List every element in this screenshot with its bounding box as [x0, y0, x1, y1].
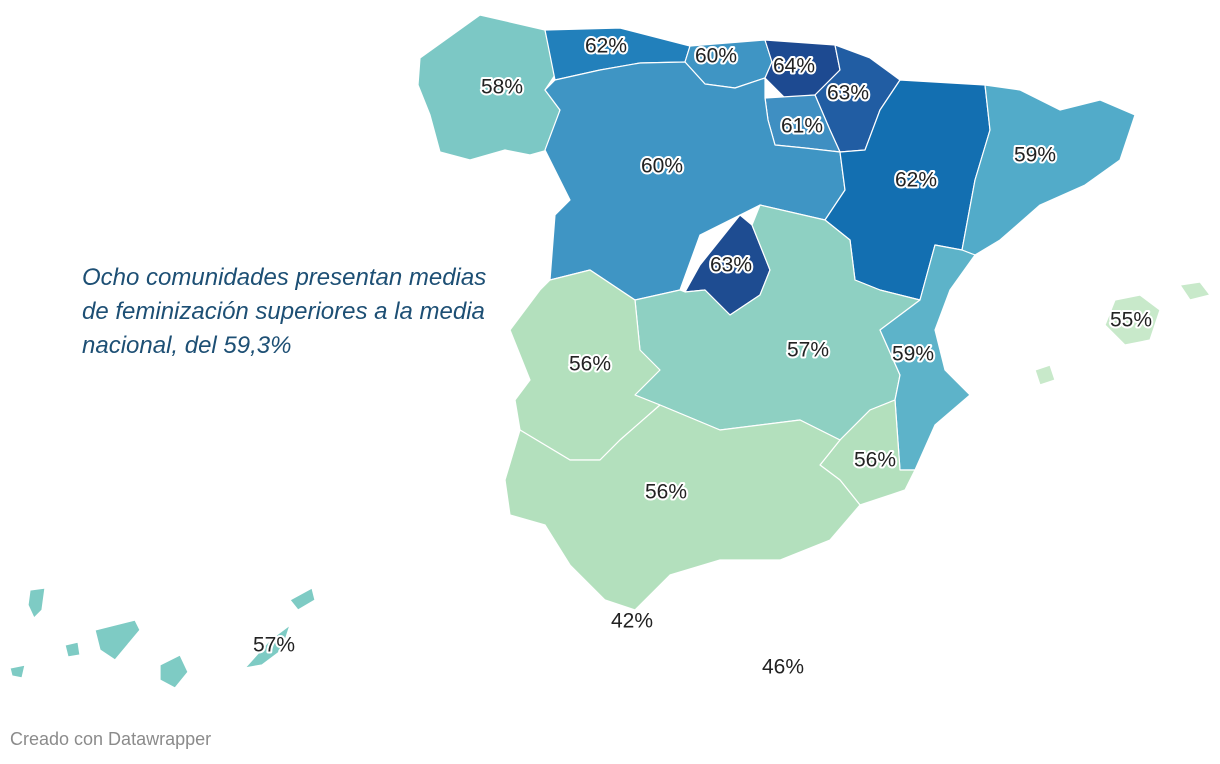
label-pais-vasco: 64%	[773, 55, 815, 78]
label-melilla: 46%	[762, 656, 804, 679]
region-canarias-lanzarote[interactable]	[289, 587, 316, 611]
label-canarias: 57%	[253, 634, 295, 657]
label-galicia: 58%	[481, 76, 523, 99]
region-baleares-menorca[interactable]	[1179, 281, 1211, 301]
region-valencia[interactable]	[879, 244, 976, 471]
region-cataluna[interactable]	[961, 84, 1136, 256]
label-navarra: 63%	[827, 82, 869, 105]
label-ceuta: 42%	[611, 610, 653, 633]
label-cataluna: 59%	[1014, 144, 1056, 167]
label-castilla-la-mancha: 57%	[787, 339, 829, 362]
label-extremadura: 56%	[569, 353, 611, 376]
region-canarias-gomera[interactable]	[64, 641, 81, 658]
label-murcia: 56%	[854, 449, 896, 472]
label-aragon: 62%	[895, 169, 937, 192]
region-canarias-fuerteventura[interactable]	[244, 624, 291, 669]
label-asturias: 62%	[585, 35, 627, 58]
region-andalucia[interactable]	[504, 404, 861, 611]
region-canarias-tenerife[interactable]	[94, 619, 141, 661]
credit-text: Creado con Datawrapper	[10, 729, 212, 749]
region-baleares[interactable]	[1104, 294, 1161, 346]
label-baleares: 55%	[1110, 309, 1152, 332]
region-canarias-gran-canaria[interactable]	[159, 654, 189, 689]
region-canarias-hierro[interactable]	[9, 664, 26, 679]
label-la-rioja: 61%	[781, 115, 823, 138]
region-baleares-ibiza[interactable]	[1034, 364, 1056, 386]
region-canarias-la-palma[interactable]	[27, 587, 46, 619]
label-valencia: 59%	[892, 343, 934, 366]
label-andalucia: 56%	[645, 481, 687, 504]
map-annotation: Ocho comunidades presentan medias de fem…	[82, 264, 487, 359]
label-castilla-leon: 60%	[641, 155, 683, 178]
label-madrid: 63%	[710, 254, 752, 277]
label-cantabria: 60%	[695, 45, 737, 68]
